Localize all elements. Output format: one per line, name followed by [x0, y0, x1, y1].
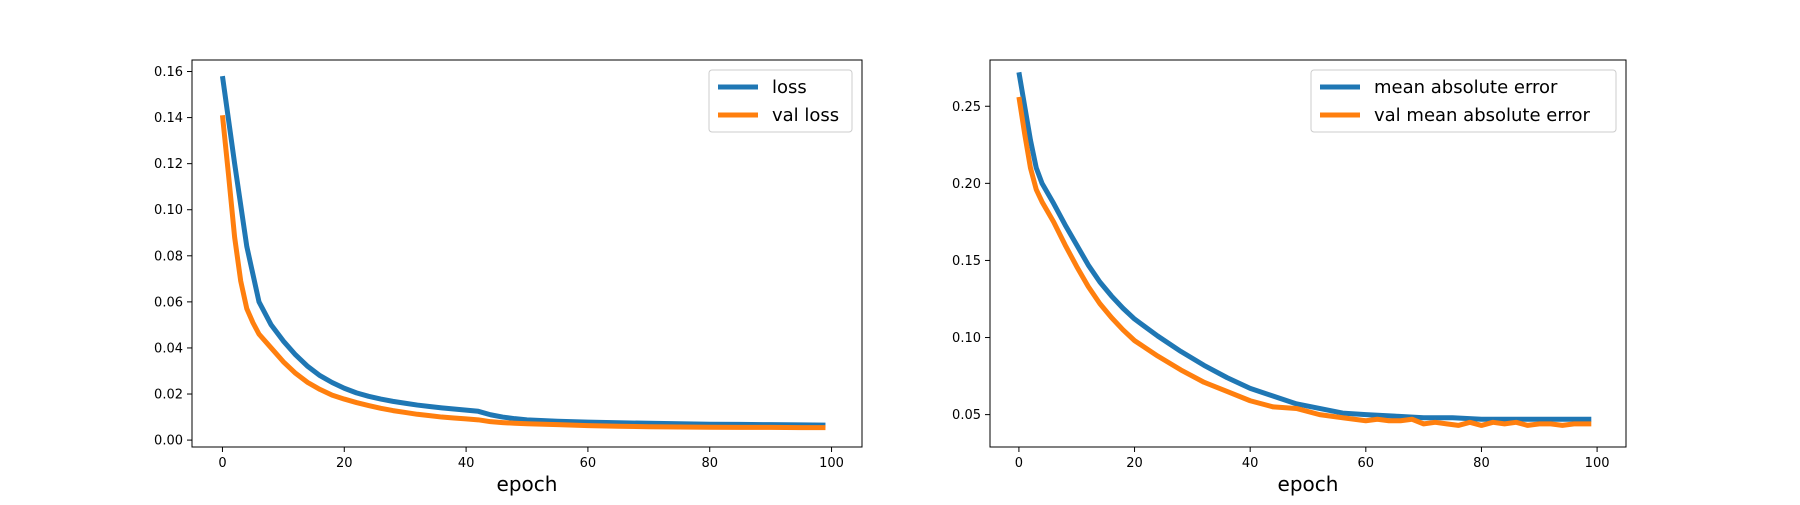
- x-axis-label: epoch: [1278, 472, 1339, 496]
- y-tick-label: 0.02: [154, 388, 183, 403]
- x-tick-label: 0: [1015, 456, 1023, 471]
- series-line-val-mean-absolute-error: [1016, 96, 1592, 428]
- y-tick-label: 0.10: [154, 203, 183, 218]
- axes-frame: [989, 59, 1627, 448]
- y-tick-label: 0.12: [154, 157, 183, 172]
- x-tick-label: 100: [819, 456, 844, 471]
- chart-panel-2: 0 20 40 60 80 100 0.05 0.10 0.15 0.20 0.25 epoch mea…: [952, 59, 1627, 496]
- legend: loss val loss: [708, 69, 853, 133]
- x-tick-label: 0: [218, 456, 226, 471]
- y-tick-label: 0.16: [154, 65, 183, 80]
- y-tick-label: 0.10: [952, 331, 981, 346]
- x-tick-label: 80: [1473, 456, 1490, 471]
- x-tick-label: 60: [580, 456, 597, 471]
- y-tick-label: 0.06: [154, 295, 183, 310]
- y-tick-label: 0.04: [154, 341, 183, 356]
- x-tick-label: 40: [1242, 456, 1259, 471]
- y-tick-label: 0.05: [952, 408, 981, 423]
- series-line-val-loss: [219, 115, 826, 431]
- y-tick-label: 0.25: [952, 100, 981, 115]
- x-tick-label: 60: [1358, 456, 1375, 471]
- x-axis-label: epoch: [497, 472, 558, 496]
- y-tick-label: 0.00: [154, 434, 183, 449]
- x-tick-label: 20: [1126, 456, 1143, 471]
- chart-panel-1: 0 20 40 60 80 100 0.00 0.02 0.04 0.06 0.08 0.10 0.12…: [154, 59, 863, 496]
- y-tick-label: 0.14: [154, 111, 183, 126]
- legend-label: val mean absolute error: [1374, 105, 1590, 126]
- y-tick-label: 0.20: [952, 177, 981, 192]
- axes-frame: [191, 59, 863, 448]
- series-line-mean-absolute-error: [1016, 71, 1592, 422]
- legend-label: loss: [772, 77, 807, 98]
- y-tick-label: 0.08: [154, 249, 183, 264]
- x-tick-label: 100: [1585, 456, 1610, 471]
- series-line-loss: [219, 75, 826, 428]
- x-tick-label: 80: [701, 456, 718, 471]
- legend-label: mean absolute error: [1374, 77, 1558, 98]
- y-tick-label: 0.15: [952, 254, 981, 269]
- legend-label: val loss: [772, 105, 839, 126]
- legend-box: [1310, 69, 1617, 133]
- x-tick-label: 20: [336, 456, 353, 471]
- x-tick-label: 40: [458, 456, 475, 471]
- legend: mean absolute error val mean absolute err…: [1310, 69, 1617, 133]
